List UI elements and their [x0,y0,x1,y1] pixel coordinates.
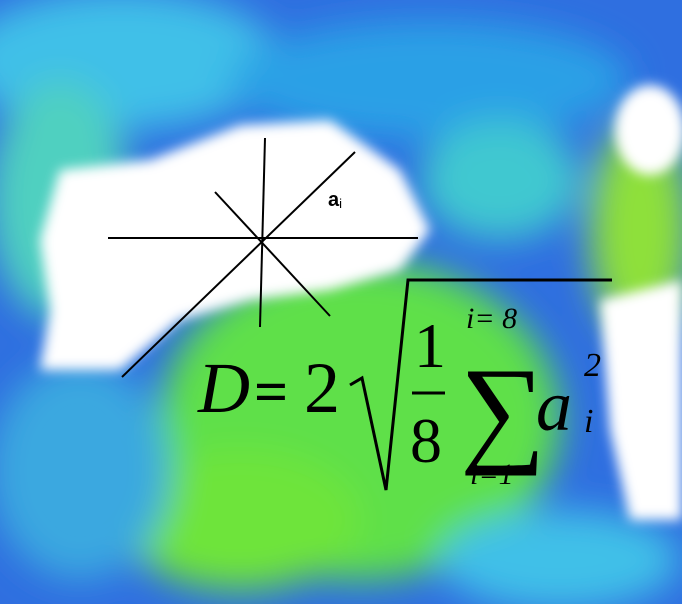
line [259,137,266,328]
formula: D = 2 1 8 ∑ i= 8 i=1 a 2 i [197,278,612,491]
formula-coefficient: 2 [304,348,340,428]
formula-denominator: 8 [410,405,442,476]
vector-label: ai [328,189,342,211]
sum-symbol: ∑ [460,343,546,476]
direction-lines [108,137,418,378]
formula-term: a [536,366,572,446]
formula-exponent: 2 [584,347,601,384]
sum-upper: i= 8 [466,302,517,335]
sum-lower: i=1 [470,458,514,491]
line [214,191,331,317]
line [121,151,356,378]
formula-lhs: D [197,348,250,428]
radical [349,278,612,491]
vector: a [328,189,340,211]
formula-numerator: 1 [414,310,446,381]
formula-equals: = [254,359,288,425]
index: i [339,196,342,211]
formula-subscript: i [584,403,593,440]
